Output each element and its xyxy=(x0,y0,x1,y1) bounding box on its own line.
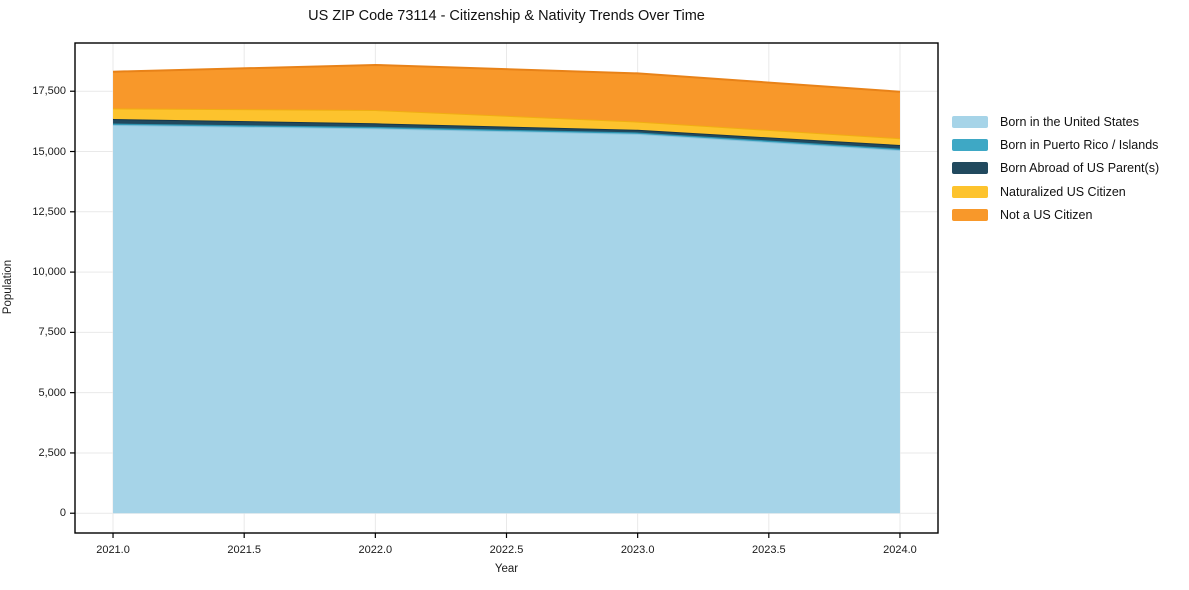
y-tick-label: 2,500 xyxy=(38,446,66,459)
area-born-abroad-of-us-parent-s xyxy=(113,118,900,149)
x-tick-label: 2023.0 xyxy=(620,544,655,556)
legend-swatch-icon xyxy=(952,209,988,222)
legend-label: Born in the United States xyxy=(1000,114,1139,129)
x-tick-label: 2022.5 xyxy=(489,544,524,556)
y-tick-label: 12,500 xyxy=(32,205,66,218)
chart-title: US ZIP Code 73114 - Citizenship & Nativi… xyxy=(308,8,705,24)
legend-label: Born in Puerto Rico / Islands xyxy=(1000,138,1159,153)
x-tick-label: 2022.0 xyxy=(358,544,393,556)
y-axis-label: Population xyxy=(2,259,14,315)
legend-row: Born in Puerto Rico / Islands xyxy=(952,133,1159,156)
x-tick-label: 2021.0 xyxy=(96,544,130,556)
x-axis-label: Year xyxy=(494,563,519,575)
legend-row: Born Abroad of US Parent(s) xyxy=(952,157,1159,180)
area-edge-not-a-us-citizen xyxy=(113,63,901,93)
y-tick-label: 0 xyxy=(59,507,66,520)
x-tick-label: 2021.5 xyxy=(227,544,262,556)
x-tick-label: 2024.0 xyxy=(883,544,917,556)
legend-label: Born Abroad of US Parent(s) xyxy=(1000,161,1160,176)
legend-row: Not a US Citizen xyxy=(952,204,1159,227)
y-tick-label: 15,000 xyxy=(32,145,66,158)
legend-swatch-icon xyxy=(952,115,988,128)
legend-row: Naturalized US Citizen xyxy=(952,180,1159,203)
area-not-a-us-citizen xyxy=(113,64,900,139)
area-born-in-the-united-states xyxy=(113,124,900,514)
legend: Born in the United States Born in Puerto … xyxy=(952,110,1159,227)
y-tick-label: 7,500 xyxy=(38,326,66,339)
legend-swatch-icon xyxy=(952,185,988,198)
legend-row: Born in the United States xyxy=(952,110,1159,133)
y-tick-label: 10,000 xyxy=(32,266,66,279)
legend-swatch-icon xyxy=(952,162,988,175)
y-tick-label: 17,500 xyxy=(32,85,66,98)
legend-swatch-icon xyxy=(952,139,988,152)
legend-label: Not a US Citizen xyxy=(1000,208,1093,223)
area-naturalized-us-citizen xyxy=(113,108,900,146)
x-tick-label: 2023.5 xyxy=(751,544,786,556)
legend-label: Naturalized US Citizen xyxy=(1000,184,1126,199)
y-tick-label: 5,000 xyxy=(38,386,66,399)
